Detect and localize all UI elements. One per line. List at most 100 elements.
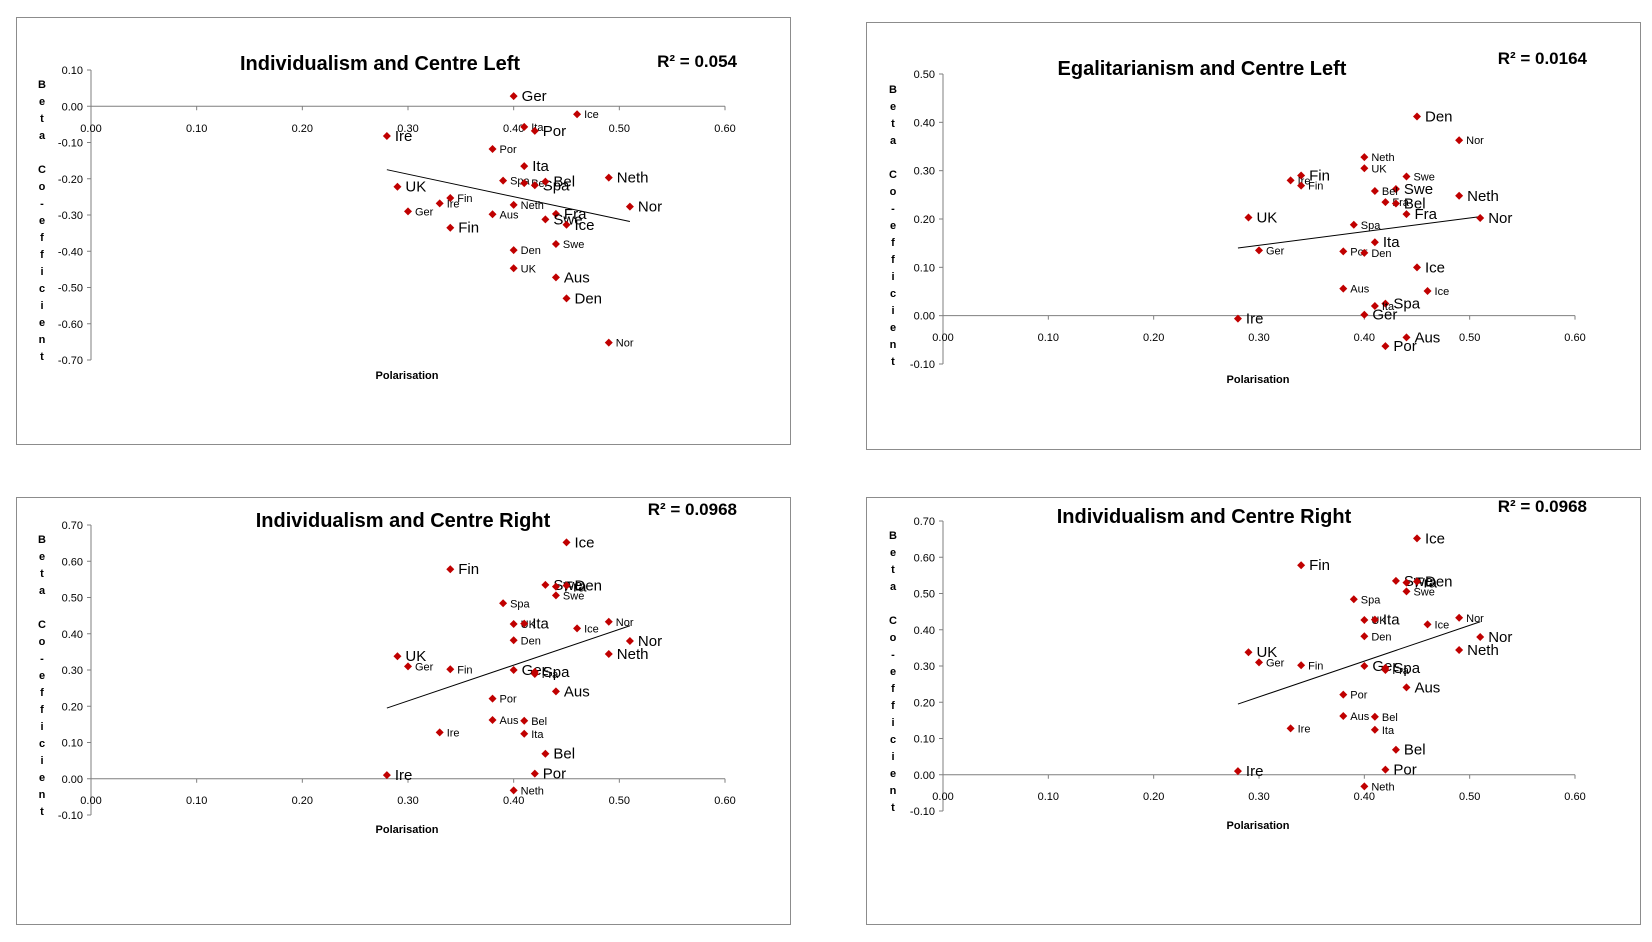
y-tick-label: 0.00 [62, 774, 83, 786]
x-tick-label: 0.10 [1038, 791, 1059, 803]
data-point-label: Den [575, 290, 603, 307]
data-point-marker [1402, 210, 1411, 219]
data-point-label: Ice [1435, 286, 1450, 298]
data-point-label: Fra [1414, 575, 1437, 592]
data-point-marker [520, 619, 529, 628]
y-tick-label: 0.00 [62, 101, 83, 113]
x-tick-label: 0.30 [397, 795, 418, 807]
data-point-marker [1381, 198, 1390, 207]
data-point-marker [509, 786, 518, 795]
data-point-label: Nor [1488, 210, 1512, 227]
data-point-marker [1349, 595, 1358, 604]
data-point-marker [446, 565, 455, 574]
data-point-label: UK [405, 179, 426, 196]
data-point-marker [1370, 186, 1379, 195]
data-point-marker [562, 220, 571, 229]
data-point-label: Por [543, 123, 566, 140]
y-tick-label: 0.20 [62, 701, 83, 713]
data-point-label: Nor [638, 199, 662, 216]
data-point-label: Fin [458, 561, 479, 578]
x-tick-label: 0.30 [1248, 332, 1269, 344]
y-tick-label: 0.10 [62, 738, 83, 750]
data-point-label: Fin [458, 220, 479, 237]
x-axis-title: Polarisation [376, 824, 439, 836]
data-point-marker [1381, 665, 1390, 674]
data-point-label: Ger [415, 206, 434, 218]
y-tick-label: 0.20 [914, 697, 935, 709]
chart-title: Individualism and Centre Right [256, 510, 551, 532]
x-tick-label: 0.10 [186, 123, 207, 135]
data-point-marker [541, 177, 550, 186]
x-axis-title: Polarisation [376, 370, 439, 382]
data-point-marker [1476, 633, 1485, 641]
data-point-marker [1381, 342, 1390, 351]
data-point-marker [1402, 683, 1411, 692]
y-tick-label: 0.50 [62, 593, 83, 605]
data-point-label: Swe [553, 211, 582, 228]
data-point-marker [404, 207, 412, 216]
data-point-label: Bel [553, 174, 575, 191]
data-point-label: Neth [617, 646, 649, 663]
x-axis-title: Polarisation [1227, 820, 1290, 832]
data-point-marker [1370, 725, 1379, 734]
data-point-label: Fra [564, 579, 587, 596]
data-point-marker [530, 769, 539, 778]
data-point-label: Nor [638, 633, 662, 650]
data-point-label: Fin [1309, 557, 1330, 574]
chart-panel-individualism-centre-left: Individualism and Centre Left R² = 0.054 0… [16, 17, 791, 445]
data-point-label: Por [500, 144, 517, 156]
data-point-label: Ice [584, 623, 599, 635]
data-point-marker [488, 210, 497, 219]
data-point-label: Nor [616, 338, 634, 350]
y-tick-label: -0.20 [58, 174, 83, 186]
data-point-label: Spa [543, 664, 570, 681]
chart-svg: Individualism and Centre Right R² = 0.096… [38, 500, 737, 836]
data-point-marker [382, 771, 391, 780]
chart-svg: Individualism and Centre Right R² = 0.096… [889, 498, 1587, 832]
data-point-label: Ger [1266, 657, 1285, 669]
x-tick-label: 0.10 [1038, 332, 1059, 344]
data-point-label: Ita [532, 616, 549, 633]
data-point-marker [562, 538, 571, 547]
data-point-marker [562, 294, 571, 303]
data-point-label: Spa [1361, 594, 1381, 606]
data-point-label: Fra [564, 206, 587, 223]
data-point-label: Den [1425, 109, 1453, 126]
data-point-label: Fin [1308, 660, 1323, 672]
data-point-label: Neth [1371, 152, 1394, 164]
data-point-label: Swe [563, 590, 584, 602]
data-point-marker [541, 215, 550, 224]
y-tick-label: -0.60 [58, 319, 83, 331]
x-tick-label: 0.60 [1564, 332, 1585, 344]
data-point-label: Den [1425, 574, 1453, 591]
y-tick-label: 0.10 [914, 262, 935, 274]
x-tick-label: 0.40 [503, 123, 524, 135]
data-point-marker [488, 145, 497, 154]
data-point-marker [499, 176, 508, 185]
data-point-marker [1370, 712, 1379, 721]
data-point-marker [1360, 310, 1369, 319]
data-point-marker [1391, 745, 1400, 754]
x-tick-label: 0.20 [1143, 791, 1164, 803]
data-point-marker [541, 580, 550, 589]
y-tick-label: 0.30 [62, 665, 83, 677]
r-squared-annotation: R² = 0.054 [657, 52, 737, 71]
data-point-label: Aus [500, 209, 519, 221]
data-point-label: Fra [1414, 206, 1437, 223]
x-tick-label: 0.50 [609, 123, 630, 135]
data-point-marker [551, 591, 560, 600]
data-point-marker [509, 264, 518, 273]
data-point-label: Por [543, 766, 566, 783]
data-point-marker [1402, 333, 1411, 342]
data-point-label: Ger [1372, 307, 1397, 324]
data-point-marker [1360, 662, 1369, 670]
data-point-label: Nor [1466, 613, 1484, 625]
data-point-marker [1476, 214, 1485, 223]
data-point-label: Aus [564, 683, 590, 700]
y-tick-label: 0.00 [914, 311, 935, 323]
data-point-label: Ice [1425, 259, 1445, 276]
data-point-marker [520, 122, 529, 131]
